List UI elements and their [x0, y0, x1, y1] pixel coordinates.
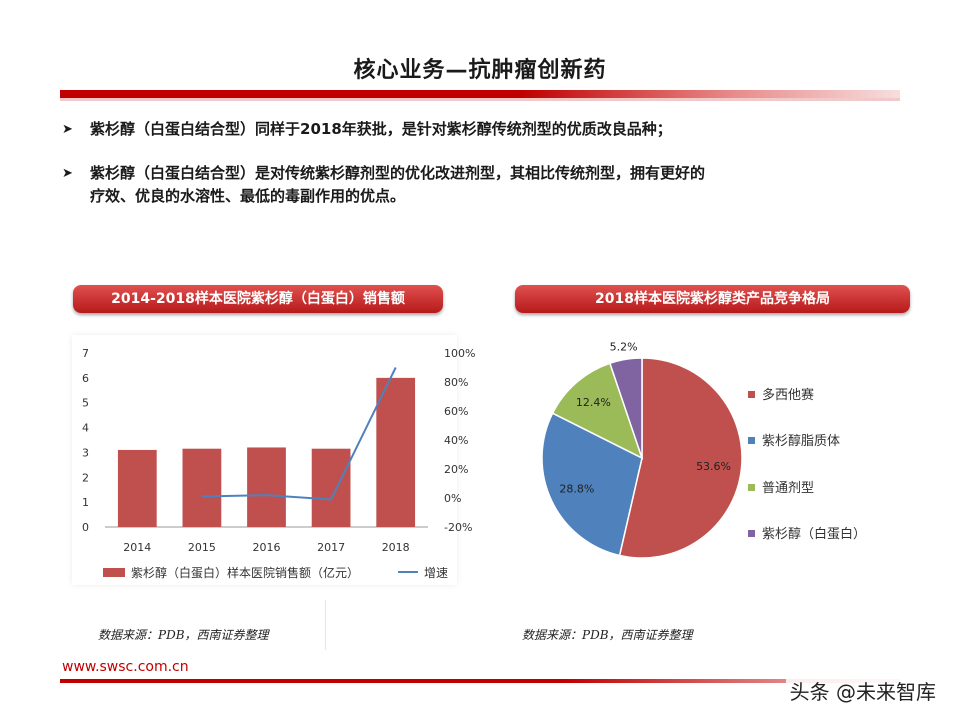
pie-legend-swatch	[748, 530, 755, 537]
source-separator	[325, 600, 326, 650]
pie-data-label: 28.8%	[559, 483, 594, 496]
footer-divider	[60, 679, 900, 683]
pie-data-label: 12.4%	[576, 396, 611, 409]
pie-legend-label: 多西他赛	[762, 387, 814, 403]
footer-url: www.swsc.com.cn	[62, 659, 189, 675]
left-panel-header: 2014-2018样本医院紫杉醇（白蛋白）销售额	[73, 285, 443, 313]
pie-slice	[551, 362, 644, 460]
pie-slice	[608, 357, 643, 459]
left-source-note: 数据来源：PDB，西南证券整理	[98, 628, 269, 642]
pie-legend-swatch	[748, 437, 755, 444]
bullet-2-line1: 紫杉醇（白蛋白结合型）是对传统紫杉醇剂型的优化改进剂型，其相比传统剂型，拥有更好…	[90, 164, 706, 182]
title-divider-shadow	[60, 98, 900, 101]
right-panel-header: 2018样本医院紫杉醇类产品竞争格局	[515, 285, 910, 313]
pie-legend-label: 紫杉醇脂质体	[762, 433, 840, 449]
arrow-bullet-icon: ➤	[62, 122, 73, 137]
right-source-note: 数据来源：PDB，西南证券整理	[522, 628, 693, 642]
pie-legend-label: 普通剂型	[762, 481, 814, 496]
bullet-1-text: 紫杉醇（白蛋白结合型）同样于2018年获批，是针对紫杉醇传统剂型的优质改良品种；	[90, 120, 672, 138]
page-title: 核心业务—抗肿瘤创新药	[353, 58, 607, 83]
pie-slice	[541, 412, 643, 557]
pie-legend-swatch	[748, 484, 755, 491]
arrow-bullet-icon: ➤	[62, 166, 73, 181]
pie-slice	[618, 357, 743, 559]
left-chart-background	[72, 335, 457, 585]
pie-legend-swatch	[748, 391, 755, 398]
pie-data-label: 53.6%	[696, 460, 731, 473]
watermark: 头条 @未来智库	[785, 676, 940, 705]
title-divider	[60, 90, 900, 98]
pie-legend-label: 紫杉醇（白蛋白）	[762, 526, 866, 542]
bullet-2-line2: 疗效、优良的水溶性、最低的毒副作用的优点。	[90, 187, 406, 205]
pie-data-label: 5.2%	[610, 341, 638, 354]
